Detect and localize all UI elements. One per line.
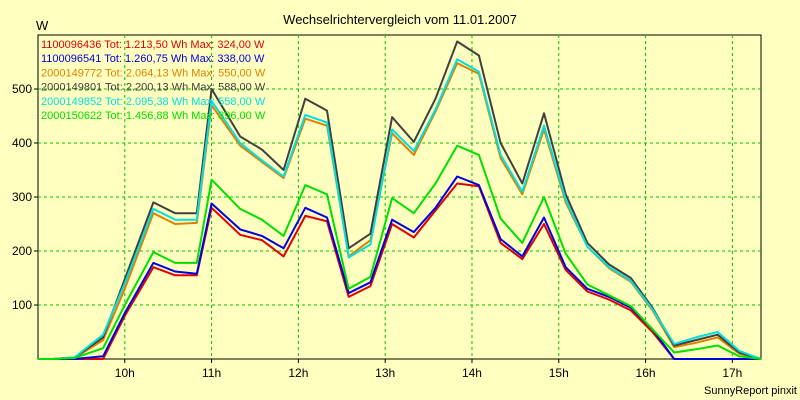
x-tick-label: 17h: [722, 366, 742, 380]
legend-entry-2000149852: 2000149852 Tot: 2.095,38 Wh Max: 558,00 …: [41, 96, 266, 108]
y-tick-label: 300: [12, 190, 32, 204]
x-tick-label: 10h: [115, 366, 135, 380]
x-tick-label: 16h: [636, 366, 656, 380]
series-line-1100096436: [38, 182, 761, 360]
x-tick-label: 12h: [288, 366, 308, 380]
x-tick-label: 13h: [375, 366, 395, 380]
legend: 1100096436 Tot: 1.213,50 Wh Max: 324,00 …: [41, 39, 266, 122]
y-tick-label: 100: [12, 298, 32, 312]
y-tick-label: 400: [12, 136, 32, 150]
series-lines: [38, 40, 762, 360]
y-axis-label: W: [36, 18, 49, 33]
footer-credit: SunnyReport pinxit: [704, 385, 797, 397]
x-tick-label: 15h: [549, 366, 569, 380]
legend-entry-2000150622: 2000150622 Tot: 1.456,88 Wh Max: 396,00 …: [41, 110, 266, 122]
legend-entry-2000149772: 2000149772 Tot: 2.064,13 Wh Max: 550,00 …: [41, 67, 266, 79]
x-tick-label: 11h: [202, 366, 221, 380]
series-line-2000150622: [38, 144, 762, 360]
axis-ticks: 100 200 300 400 500 10h 11h 12h 13h 14h 15h 16h 17h: [12, 82, 742, 380]
series-line-2000149852: [38, 58, 762, 360]
x-tick-label: 14h: [462, 366, 482, 380]
legend-entry-1100096541: 1100096541 Tot: 1.260,75 Wh Max: 338,00 …: [41, 53, 265, 65]
y-tick-label: 500: [12, 82, 32, 96]
legend-entry-2000149801: 2000149801 Tot: 2.200,13 Wh Max: 588,00 …: [41, 82, 266, 94]
legend-entry-1100096436: 1100096436 Tot: 1.213,50 Wh Max: 324,00 …: [41, 39, 265, 51]
chart-title: Wechselrichtervergleich vom 11.01.2007: [283, 12, 517, 27]
series-line-2000149801: [38, 40, 762, 360]
y-tick-label: 200: [12, 244, 32, 258]
